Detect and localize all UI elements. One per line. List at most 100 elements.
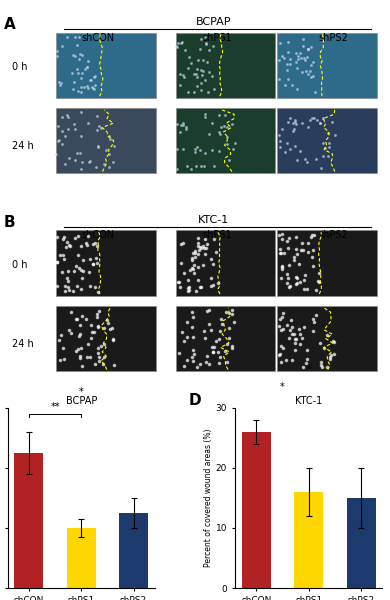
Point	[209, 41, 216, 51]
Point	[57, 80, 63, 90]
Point	[303, 66, 309, 76]
Point	[185, 87, 191, 97]
Text: B: B	[4, 215, 16, 230]
Point	[211, 342, 217, 352]
Text: D: D	[188, 394, 201, 409]
Point	[282, 80, 288, 90]
Point	[206, 130, 212, 139]
Point	[319, 113, 326, 123]
Point	[224, 339, 230, 349]
Point	[301, 275, 308, 285]
Point	[59, 267, 66, 277]
Point	[108, 323, 115, 333]
Point	[302, 56, 308, 65]
Bar	[119, 513, 148, 588]
Point	[210, 259, 216, 268]
Point	[279, 262, 285, 272]
Point	[275, 130, 282, 140]
Point	[94, 313, 101, 322]
Point	[278, 274, 284, 283]
Point	[280, 308, 287, 317]
Point	[79, 361, 85, 370]
Point	[64, 277, 71, 286]
Title: BCPAP: BCPAP	[66, 395, 97, 406]
Point	[279, 230, 285, 239]
Bar	[294, 492, 323, 588]
Point	[181, 268, 187, 278]
Point	[284, 59, 291, 69]
Point	[283, 355, 289, 365]
Point	[66, 240, 72, 250]
Point	[180, 238, 186, 248]
Point	[63, 242, 69, 252]
Point	[277, 248, 284, 258]
Point	[65, 282, 71, 292]
Point	[110, 334, 117, 344]
Point	[87, 254, 94, 263]
Point	[197, 146, 203, 155]
Point	[282, 147, 289, 157]
Point	[292, 57, 299, 67]
Point	[59, 112, 66, 122]
Point	[277, 143, 284, 152]
Point	[222, 110, 228, 120]
Point	[60, 355, 67, 364]
Point	[305, 248, 311, 257]
Point	[190, 332, 196, 342]
Point	[317, 163, 324, 172]
Point	[78, 164, 85, 173]
Point	[305, 44, 311, 53]
Text: shCON: shCON	[81, 32, 114, 43]
Point	[286, 233, 292, 243]
Point	[74, 41, 80, 50]
Point	[111, 141, 117, 151]
Point	[211, 161, 217, 171]
Point	[106, 162, 112, 172]
Point	[185, 286, 191, 296]
Point	[300, 284, 307, 293]
Point	[88, 320, 94, 330]
Point	[204, 306, 210, 316]
Point	[80, 256, 86, 265]
Point	[217, 326, 223, 335]
Point	[198, 282, 204, 292]
Point	[90, 83, 96, 93]
Point	[302, 270, 308, 280]
Point	[210, 347, 216, 357]
Point	[277, 349, 283, 359]
Point	[303, 355, 310, 364]
Point	[185, 275, 191, 284]
Point	[218, 122, 225, 132]
Point	[293, 233, 300, 242]
Point	[276, 74, 282, 84]
Point	[94, 241, 101, 250]
Point	[296, 259, 302, 268]
Point	[276, 55, 282, 65]
Point	[222, 346, 229, 355]
Text: shCON: shCON	[81, 230, 114, 241]
Point	[287, 54, 293, 64]
Point	[180, 120, 186, 130]
Point	[201, 161, 207, 170]
Point	[202, 32, 208, 41]
Point	[94, 309, 100, 319]
Point	[287, 113, 293, 122]
Point	[327, 355, 333, 364]
Point	[53, 257, 60, 267]
Point	[293, 334, 299, 344]
Point	[321, 343, 327, 352]
Point	[289, 355, 295, 365]
Point	[190, 265, 196, 274]
Point	[277, 38, 283, 48]
Point	[54, 46, 60, 56]
Point	[84, 82, 90, 91]
Point	[110, 157, 117, 167]
Point	[328, 350, 334, 360]
Point	[188, 263, 195, 273]
Point	[96, 306, 102, 316]
Point	[90, 259, 96, 269]
Point	[78, 88, 84, 97]
Point	[287, 281, 293, 291]
Point	[62, 159, 68, 169]
Point	[308, 233, 315, 242]
